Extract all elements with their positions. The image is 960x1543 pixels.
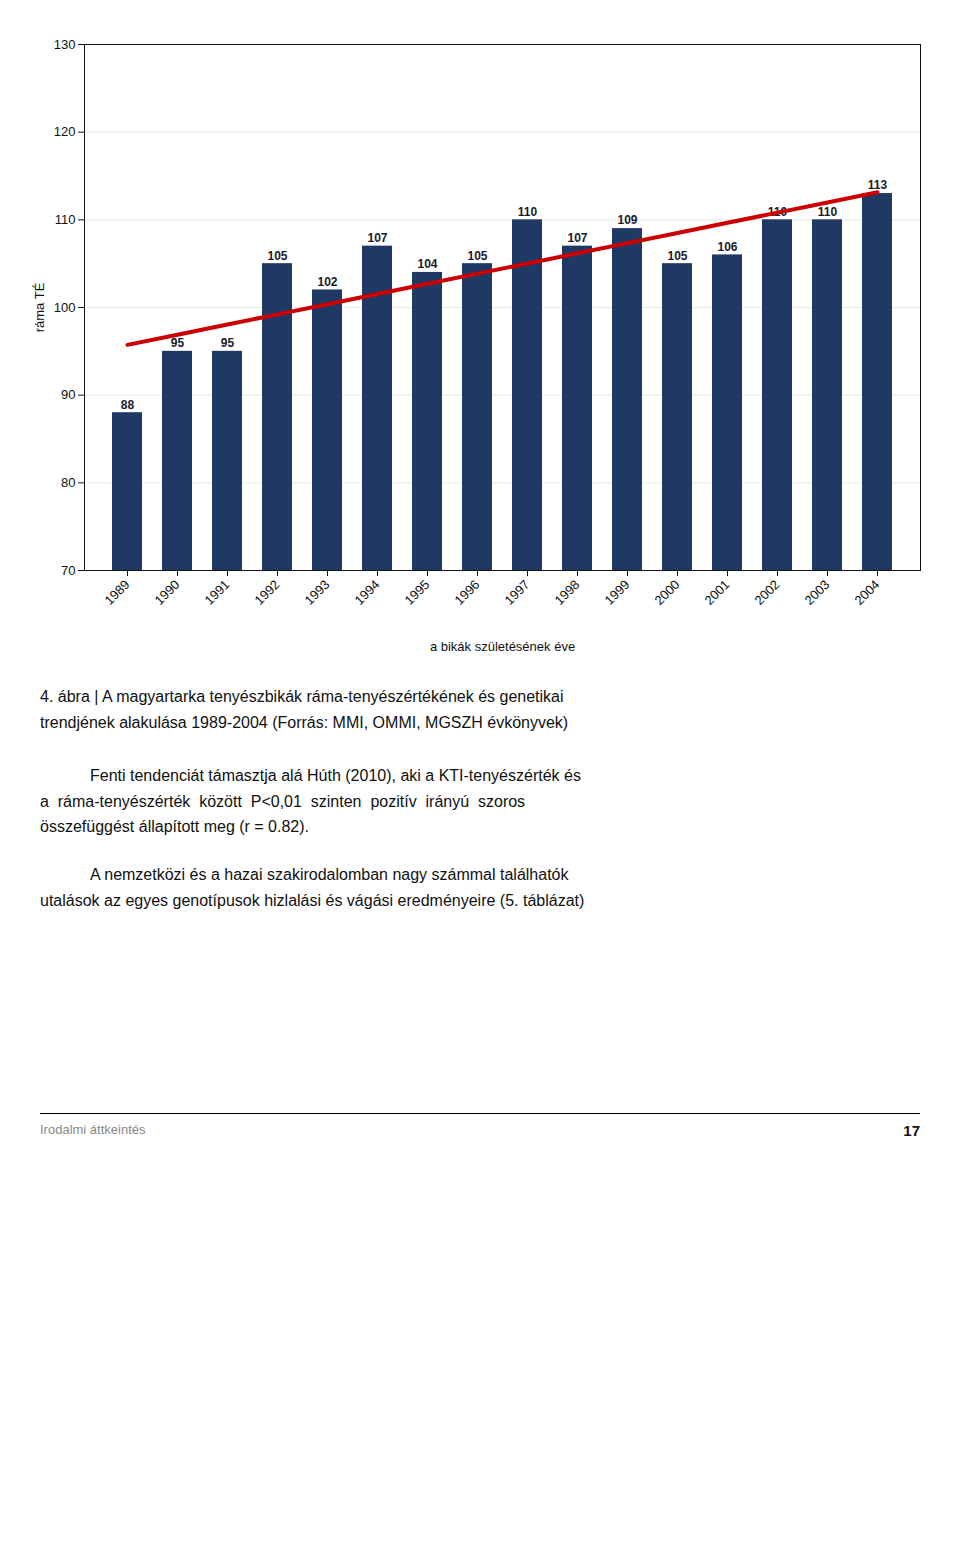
svg-text:80: 80 [61, 475, 75, 490]
html-text:4. ábra | A magyartarka tenyés: 4. ábra | A magyartarka tenyészbikák rám… [40, 688, 564, 705]
svg-text:109: 109 [617, 213, 637, 227]
svg-text:1996: 1996 [452, 577, 483, 608]
svg-text:90: 90 [61, 387, 75, 402]
svg-text:95: 95 [221, 336, 235, 350]
svg-text:a bikák születésének éve: a bikák születésének éve [430, 639, 575, 654]
svg-text:70: 70 [61, 563, 75, 578]
svg-text:1994: 1994 [352, 577, 383, 608]
svg-text:1993: 1993 [302, 577, 333, 608]
svg-text:105: 105 [267, 249, 287, 263]
svg-text:1991: 1991 [202, 577, 233, 608]
svg-text:130: 130 [54, 37, 76, 52]
svg-text:105: 105 [467, 249, 487, 263]
svg-text:1999: 1999 [602, 577, 633, 608]
svg-text:105: 105 [667, 249, 687, 263]
svg-text:2002: 2002 [752, 577, 783, 608]
html-text:Fenti tendenciát támasztja alá: Fenti tendenciát támasztja alá Húth (201… [90, 767, 581, 785]
svg-text:107: 107 [367, 231, 387, 245]
svg-text:1992: 1992 [252, 577, 283, 608]
svg-text:1995: 1995 [402, 577, 433, 608]
svg-text:102: 102 [317, 275, 337, 289]
html-text:trendjének alakulása 1989-2004: trendjének alakulása 1989-2004 (Forrás: … [40, 713, 569, 731]
svg-text:120: 120 [54, 124, 76, 139]
svg-text:1989: 1989 [102, 577, 133, 608]
html-text:A nemzetközi és a hazai szakir: A nemzetközi és a hazai szakirodalomban … [90, 866, 569, 883]
svg-text:2003: 2003 [802, 577, 833, 608]
svg-text:95: 95 [171, 336, 185, 350]
html-text:utalások az egyes genotípusok: utalások az egyes genotípusok hizlalási … [40, 891, 585, 909]
svg-text:110: 110 [818, 205, 838, 219]
svg-text:100: 100 [54, 300, 76, 315]
svg-text:2001: 2001 [702, 577, 733, 608]
svg-text:106: 106 [717, 240, 737, 254]
svg-text:107: 107 [567, 231, 587, 245]
svg-text:1997: 1997 [502, 577, 533, 608]
svg-text:104: 104 [417, 257, 437, 271]
svg-text:88: 88 [121, 398, 135, 412]
svg-text:110: 110 [518, 205, 538, 219]
svg-text:2000: 2000 [652, 577, 683, 608]
svg-text:ráma TÉ: ráma TÉ [32, 282, 47, 332]
svg-text:110: 110 [767, 204, 788, 219]
svg-text:2004: 2004 [852, 577, 883, 608]
html-text:a ráma-tenyészérték között P<0: a ráma-tenyészérték között P<0,01 szinte… [40, 792, 526, 810]
html-text:17: 17 [903, 1122, 920, 1140]
svg-text:1998: 1998 [552, 577, 583, 608]
html-text:összefüggést állapított meg (r: összefüggést állapított meg (r = 0.82). [40, 818, 309, 836]
svg-text:1990: 1990 [152, 577, 183, 608]
svg-text:110: 110 [55, 212, 76, 227]
html-text:Irodalmi áttkeintés: Irodalmi áttkeintés [40, 1122, 146, 1138]
svg-text:113: 113 [868, 178, 888, 192]
